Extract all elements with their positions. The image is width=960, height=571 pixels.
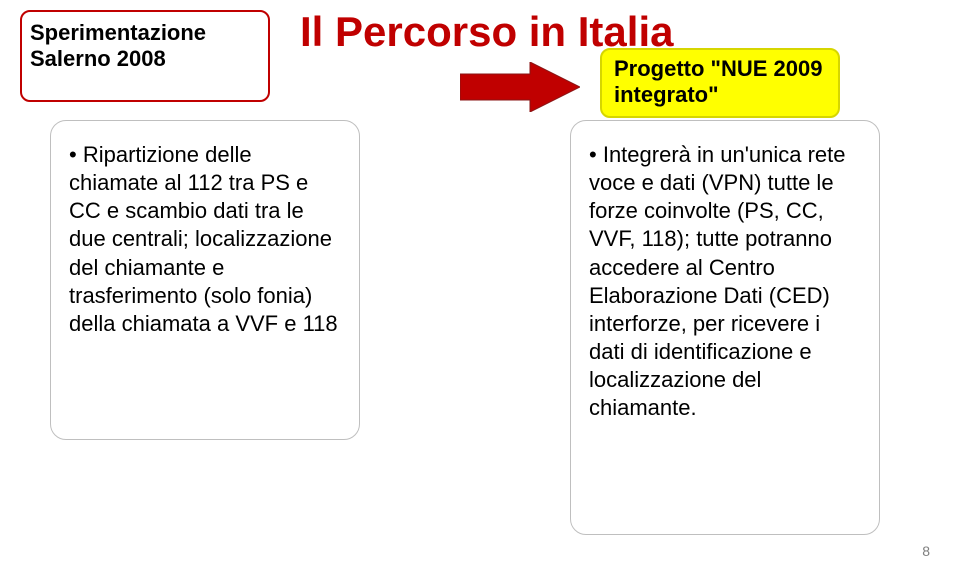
slide: Il Percorso in Italia Sperimentazione Sa… [0,0,960,571]
left-header-line1: Sperimentazione [30,20,206,45]
block-arrow-icon [460,62,580,112]
right-card: Integrerà in un'unica rete voce e dati (… [570,120,880,535]
left-card: Ripartizione delle chiamate al 112 tra P… [50,120,360,440]
right-header-box: Progetto "NUE 2009 integrato" [600,48,840,118]
right-card-bullet: Integrerà in un'unica rete voce e dati (… [589,141,861,423]
left-card-bullet: Ripartizione delle chiamate al 112 tra P… [69,141,341,338]
left-header-line2: Salerno 2008 [30,46,166,71]
right-header-line1: Progetto "NUE 2009 [614,56,822,81]
page-number: 8 [922,543,930,559]
arrow [460,62,580,112]
right-header-line2: integrato" [614,82,719,107]
left-header: Sperimentazione Salerno 2008 [30,20,260,73]
right-header: Progetto "NUE 2009 integrato" [614,56,826,109]
